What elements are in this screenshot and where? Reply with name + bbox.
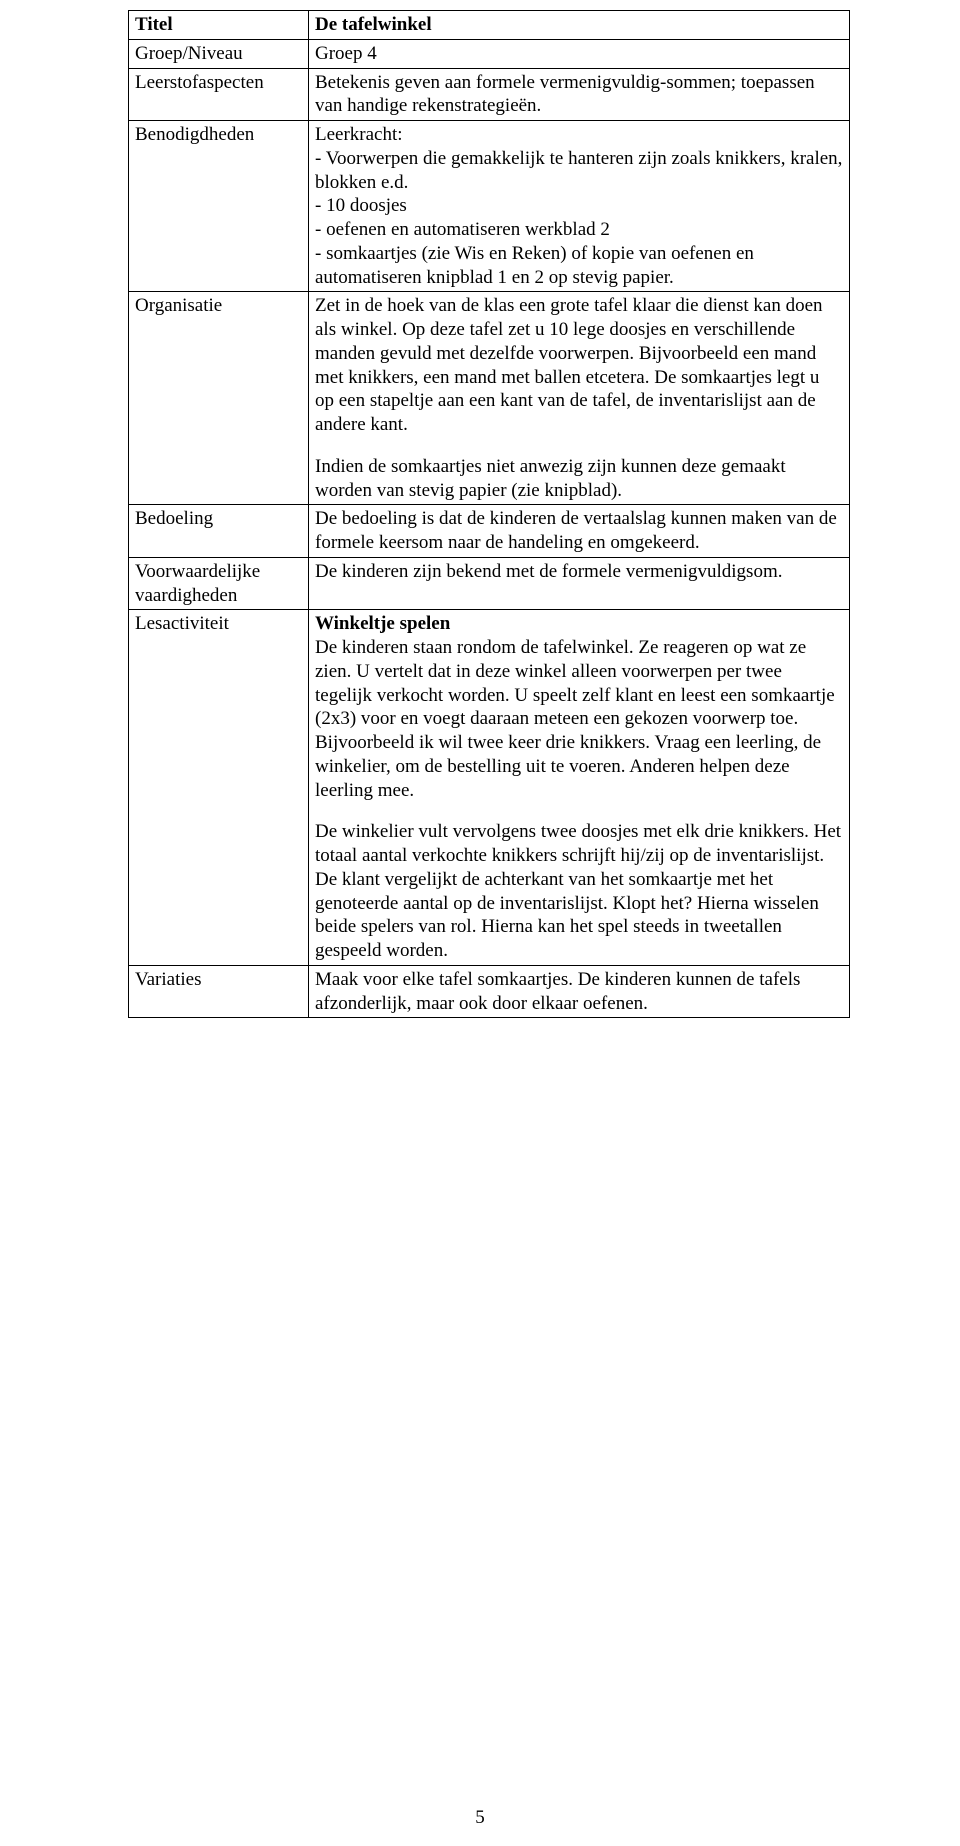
row-label-cell: Leerstofaspecten xyxy=(129,68,309,121)
content-paragraph: Groep 4 xyxy=(315,42,843,66)
content-paragraph: Indien de somkaartjes niet anwezig zijn … xyxy=(315,455,843,503)
page-number: 5 xyxy=(0,1806,960,1830)
row-label-cell: Variaties xyxy=(129,965,309,1018)
row-content-cell: De kinderen zijn bekend met de formele v… xyxy=(309,557,850,610)
row-label-cell: Voorwaardelijke vaardigheden xyxy=(129,557,309,610)
row-label: Leerstofaspecten xyxy=(135,71,302,95)
row-label: Bedoeling xyxy=(135,507,302,531)
row-content-cell: Maak voor elke tafel somkaartjes. De kin… xyxy=(309,965,850,1018)
row-label-cell: Organisatie xyxy=(129,292,309,505)
lesson-table: TitelDe tafelwinkelGroep/NiveauGroep 4Le… xyxy=(128,10,850,1018)
table-row: Variaties Maak voor elke tafel somkaartje… xyxy=(129,965,850,1018)
content-paragraph: - oefenen en automatiseren werkblad 2 xyxy=(315,218,843,242)
content-paragraph: - Voorwerpen die gemakkelijk te hanteren… xyxy=(315,147,843,195)
table-row: Titel De tafelwinkel xyxy=(129,11,850,40)
row-label-cell: Groep/Niveau xyxy=(129,39,309,68)
row-content-cell: De bedoeling is dat de kinderen de verta… xyxy=(309,505,850,558)
row-content-cell: Zet in de hoek van de klas een grote taf… xyxy=(309,292,850,505)
table-row: Groep/Niveau Groep 4 xyxy=(129,39,850,68)
content-paragraph: - 10 doosjes xyxy=(315,194,843,218)
table-row: Lesactiviteit Winkeltje spelenDe kinderen… xyxy=(129,610,850,966)
row-content-cell: Betekenis geven aan formele vermenigvuld… xyxy=(309,68,850,121)
content-paragraph: Leerkracht: xyxy=(315,123,843,147)
content-paragraph: De bedoeling is dat de kinderen de verta… xyxy=(315,507,843,555)
page: TitelDe tafelwinkelGroep/NiveauGroep 4Le… xyxy=(0,0,960,1846)
row-label-cell: Titel xyxy=(129,11,309,40)
row-label: Lesactiviteit xyxy=(135,612,302,636)
table-row: Benodigdheden Leerkracht:- Voorwerpen die… xyxy=(129,121,850,292)
row-content-cell: Groep 4 xyxy=(309,39,850,68)
paragraph-gap xyxy=(315,802,843,820)
row-label: Titel xyxy=(135,13,302,37)
table-row: Voorwaardelijke vaardigheden De kinderen … xyxy=(129,557,850,610)
row-label: Organisatie xyxy=(135,294,302,318)
row-label: Benodigdheden xyxy=(135,123,302,147)
row-label: Voorwaardelijke vaardigheden xyxy=(135,560,302,608)
row-content-cell: Leerkracht:- Voorwerpen die gemakkelijk … xyxy=(309,121,850,292)
content-paragraph: De tafelwinkel xyxy=(315,13,843,37)
table-row: Bedoeling De bedoeling is dat de kinderen… xyxy=(129,505,850,558)
row-content-cell: Winkeltje spelenDe kinderen staan rondom… xyxy=(309,610,850,966)
table-row: Organisatie Zet in de hoek van de klas ee… xyxy=(129,292,850,505)
table-row: Leerstofaspecten Betekenis geven aan form… xyxy=(129,68,850,121)
row-label-cell: Bedoeling xyxy=(129,505,309,558)
content-paragraph: De winkelier vult vervolgens twee doosje… xyxy=(315,820,843,963)
paragraph-gap xyxy=(315,437,843,455)
row-label-cell: Benodigdheden xyxy=(129,121,309,292)
content-paragraph: Zet in de hoek van de klas een grote taf… xyxy=(315,294,843,437)
content-paragraph: Winkeltje spelen xyxy=(315,612,843,636)
content-paragraph: Betekenis geven aan formele vermenigvuld… xyxy=(315,71,843,119)
content-paragraph: De kinderen staan rondom de tafelwinkel.… xyxy=(315,636,843,802)
row-content-cell: De tafelwinkel xyxy=(309,11,850,40)
row-label: Variaties xyxy=(135,968,302,992)
row-label-cell: Lesactiviteit xyxy=(129,610,309,966)
row-label: Groep/Niveau xyxy=(135,42,302,66)
content-paragraph: - somkaartjes (zie Wis en Reken) of kopi… xyxy=(315,242,843,290)
content-paragraph: De kinderen zijn bekend met de formele v… xyxy=(315,560,843,584)
content-paragraph: Maak voor elke tafel somkaartjes. De kin… xyxy=(315,968,843,1016)
